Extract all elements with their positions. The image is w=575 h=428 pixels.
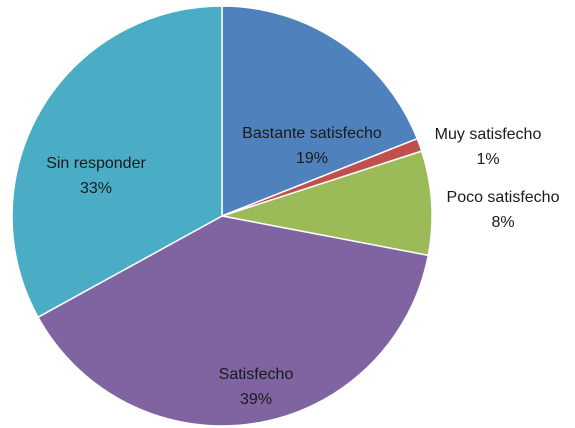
slice-percent-label: 8%	[491, 214, 514, 231]
slice-percent-label: 19%	[296, 150, 328, 167]
slice-name-label: Bastante satisfecho	[242, 125, 382, 142]
pie-labels: Bastante satisfecho 19% Muy satisfecho 1% Po…	[46, 125, 559, 408]
slice-percent-label: 1%	[476, 151, 499, 168]
slice-name-label: Poco satisfecho	[447, 189, 560, 206]
pie-slice-sin-responder	[11, 5, 223, 318]
pie-slices	[11, 5, 433, 427]
pie-slice-bastante-satisfecho	[221, 5, 418, 217]
slice-percent-label: 39%	[240, 391, 272, 408]
pie-slice-satisfecho	[37, 215, 430, 427]
pie-slice-poco-satisfecho	[221, 150, 433, 257]
slice-percent-label: 33%	[80, 180, 112, 197]
slice-name-label: Muy satisfecho	[435, 126, 542, 143]
slice-name-label: Satisfecho	[219, 366, 294, 383]
slice-name-label: Sin responder	[46, 155, 146, 172]
